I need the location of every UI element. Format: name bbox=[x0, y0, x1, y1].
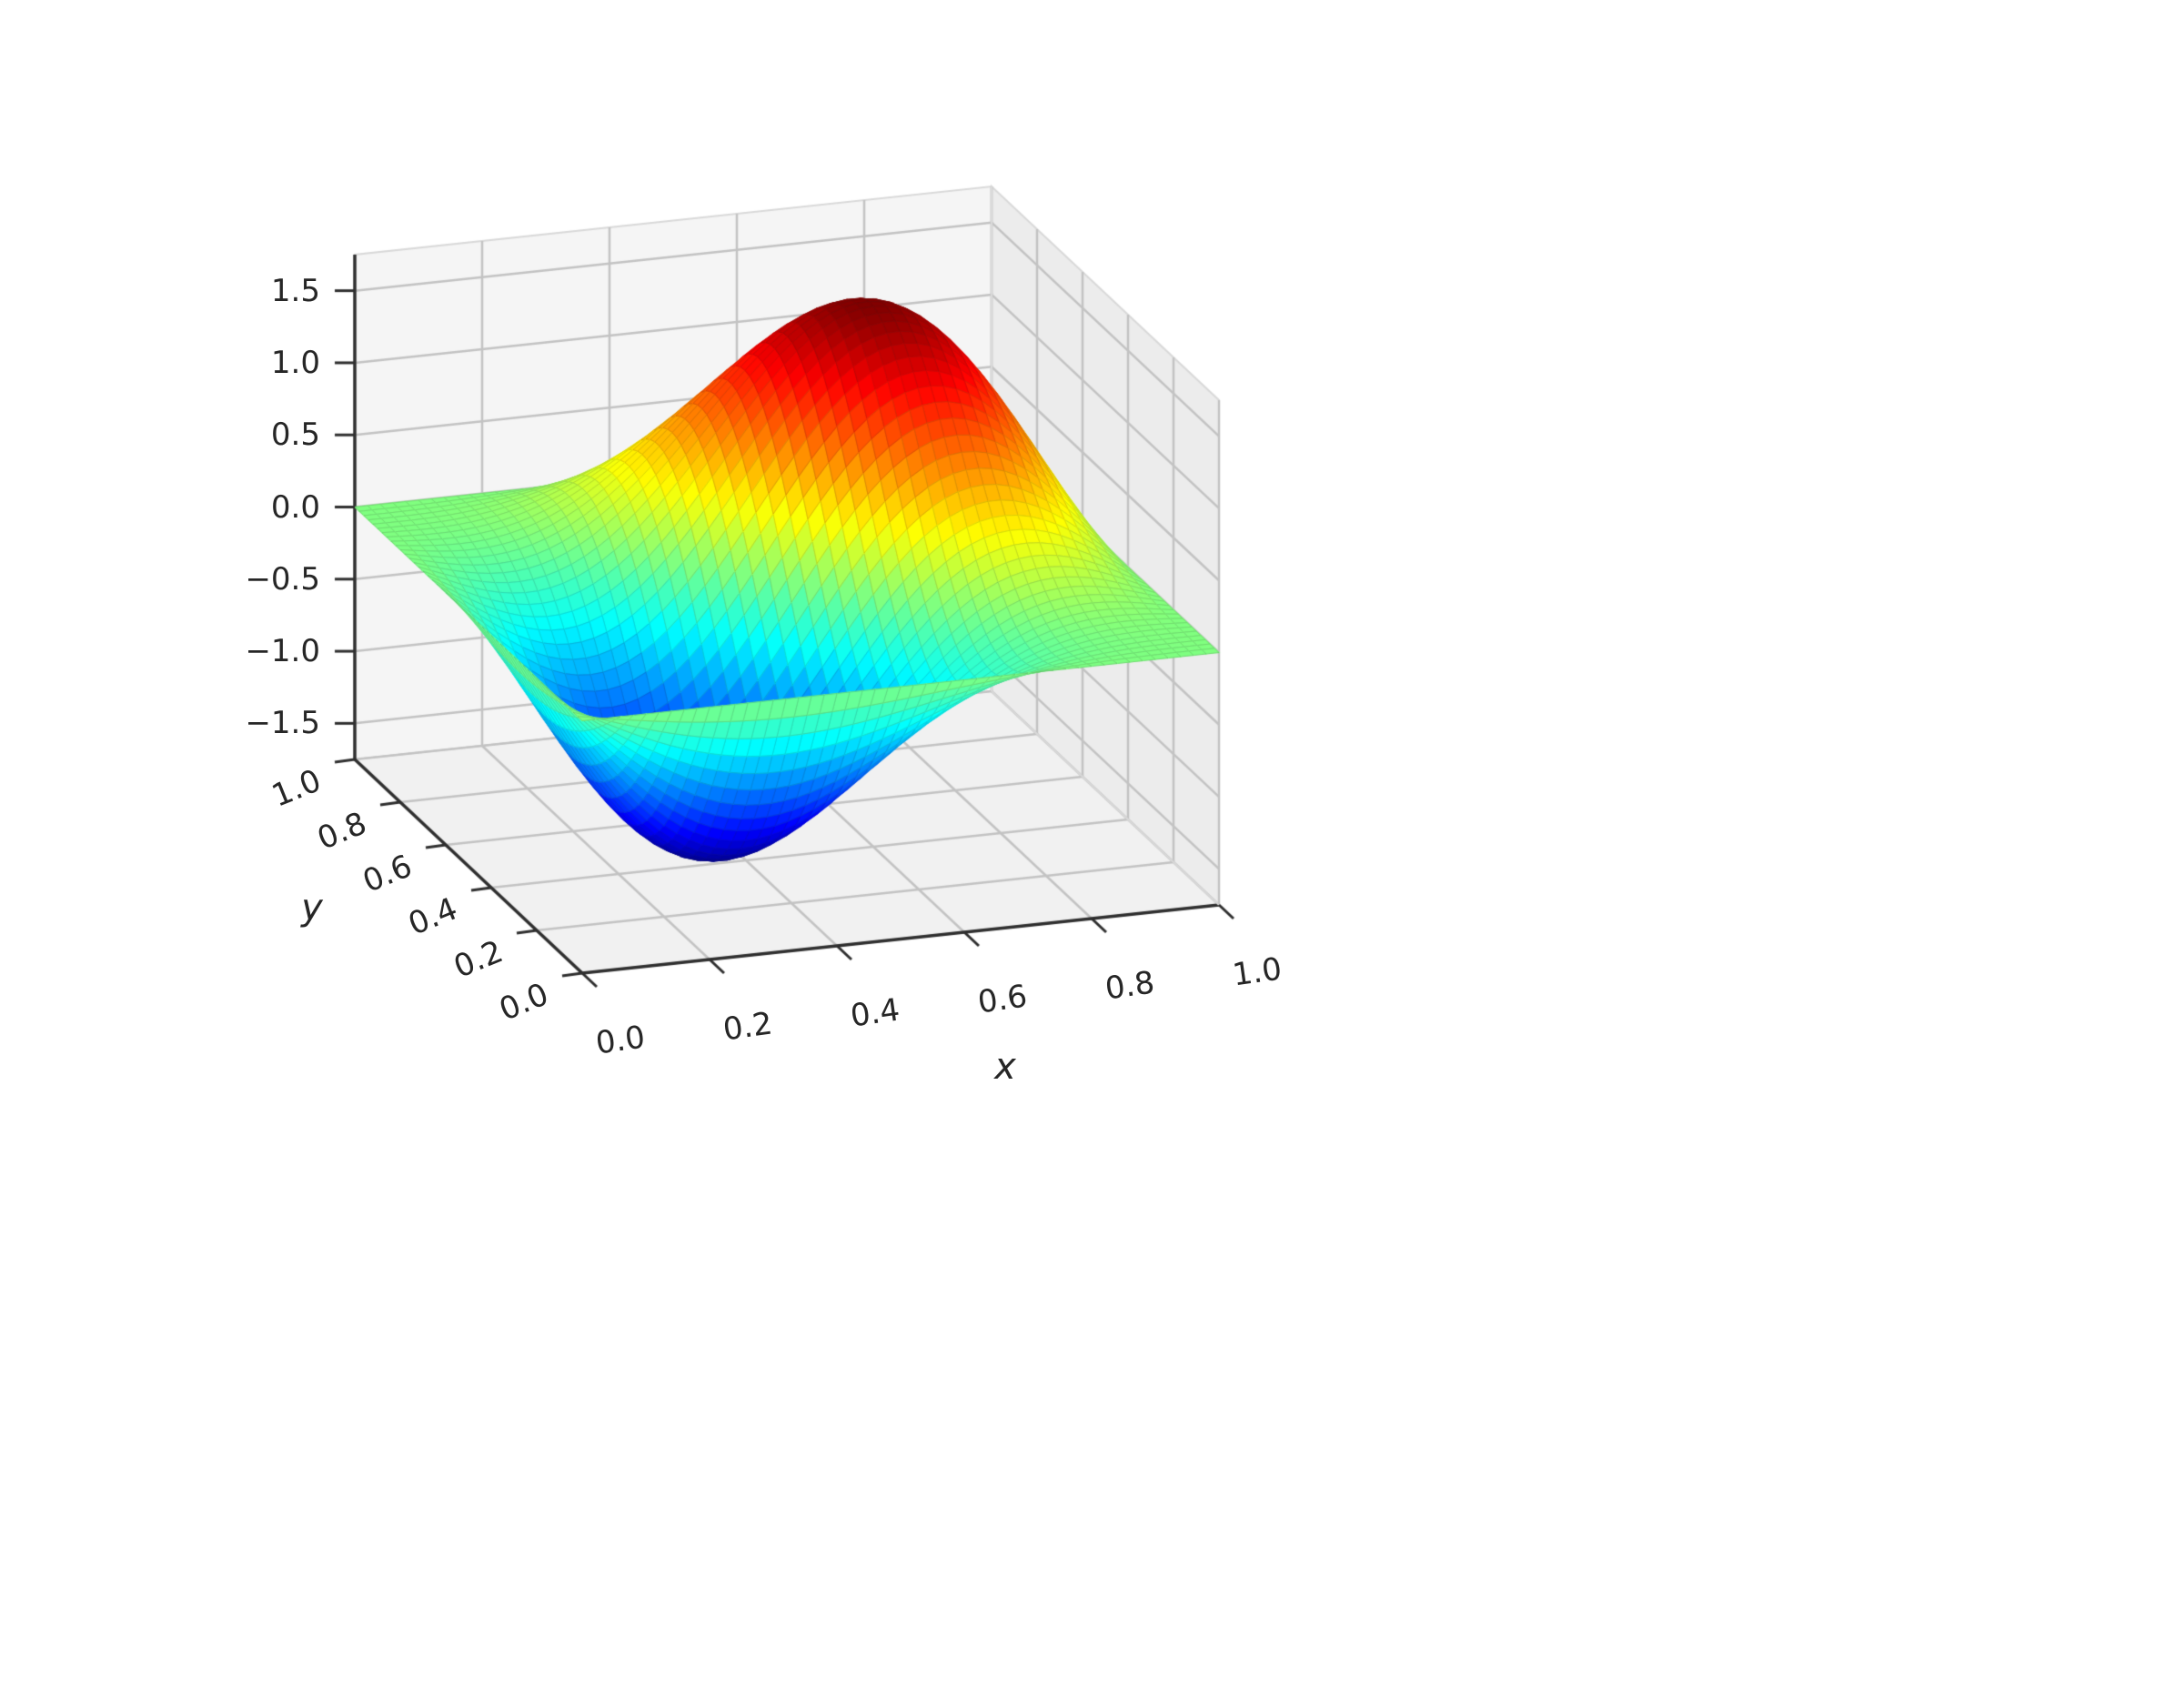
surface-plot-canvas bbox=[0, 0, 2176, 1708]
surface-plot-figure: x y 0.0 0.2 0.4 0.6 0.8 1.0 0.0 0.2 0.4 0.6 0.8 1.0… bbox=[0, 0, 2176, 1708]
